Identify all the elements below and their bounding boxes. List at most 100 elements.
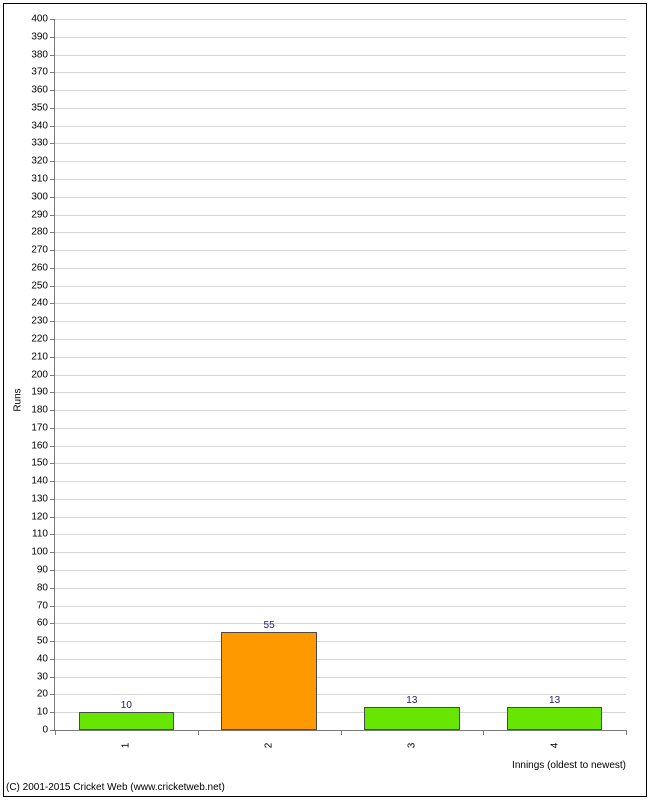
gridline — [55, 463, 626, 464]
y-tick-label: 340 — [31, 120, 48, 131]
gridline — [55, 303, 626, 304]
y-tick-label: 170 — [31, 422, 48, 433]
y-axis-title: Runs — [13, 388, 24, 411]
y-tick-label: 300 — [31, 191, 48, 202]
bar-value-label: 55 — [264, 620, 275, 631]
y-tick-label: 100 — [31, 547, 48, 558]
y-tick — [50, 659, 55, 660]
y-tick — [50, 268, 55, 269]
y-tick — [50, 410, 55, 411]
y-tick — [50, 357, 55, 358]
y-tick-label: 220 — [31, 333, 48, 344]
y-tick-label: 310 — [31, 173, 48, 184]
y-tick-label: 120 — [31, 511, 48, 522]
y-tick-label: 360 — [31, 85, 48, 96]
y-tick — [50, 534, 55, 535]
gridline — [55, 641, 626, 642]
gridline — [55, 517, 626, 518]
gridline — [55, 197, 626, 198]
x-tick — [626, 730, 627, 735]
gridline — [55, 623, 626, 624]
y-tick — [50, 232, 55, 233]
gridline — [55, 606, 626, 607]
bar: 13 — [364, 707, 460, 730]
y-tick — [50, 215, 55, 216]
y-tick-label: 370 — [31, 67, 48, 78]
gridline — [55, 268, 626, 269]
bar-value-label: 10 — [121, 700, 132, 711]
bar: 10 — [79, 712, 175, 730]
gridline — [55, 534, 626, 535]
y-tick-label: 250 — [31, 280, 48, 291]
copyright-text: (C) 2001-2015 Cricket Web (www.cricketwe… — [6, 782, 225, 793]
y-tick — [50, 72, 55, 73]
y-tick — [50, 179, 55, 180]
x-tick-label: 3 — [406, 743, 417, 749]
gridline — [55, 677, 626, 678]
y-tick — [50, 517, 55, 518]
gridline — [55, 357, 626, 358]
gridline — [55, 90, 626, 91]
y-tick — [50, 446, 55, 447]
y-tick — [50, 19, 55, 20]
gridline — [55, 143, 626, 144]
y-tick — [50, 90, 55, 91]
gridline — [55, 392, 626, 393]
bar: 13 — [507, 707, 603, 730]
y-tick — [50, 143, 55, 144]
plot-area: 0102030405060708090100110120130140150160… — [54, 19, 626, 731]
y-tick — [50, 428, 55, 429]
gridline — [55, 321, 626, 322]
gridline — [55, 232, 626, 233]
x-tick-label: 4 — [549, 743, 560, 749]
y-tick — [50, 694, 55, 695]
y-tick — [50, 161, 55, 162]
y-tick — [50, 712, 55, 713]
y-tick — [50, 108, 55, 109]
gridline — [55, 694, 626, 695]
y-tick — [50, 588, 55, 589]
gridline — [55, 659, 626, 660]
y-tick — [50, 126, 55, 127]
y-tick-label: 60 — [37, 618, 48, 629]
y-tick — [50, 286, 55, 287]
y-tick — [50, 570, 55, 571]
gridline — [55, 108, 626, 109]
y-tick-label: 390 — [31, 31, 48, 42]
y-tick-label: 110 — [32, 529, 48, 540]
gridline — [55, 215, 626, 216]
gridline — [55, 126, 626, 127]
y-tick — [50, 552, 55, 553]
y-tick — [50, 375, 55, 376]
gridline — [55, 161, 626, 162]
y-tick — [50, 339, 55, 340]
y-tick — [50, 321, 55, 322]
x-tick-label: 1 — [121, 743, 132, 749]
y-tick-label: 330 — [31, 138, 48, 149]
x-tick — [198, 730, 199, 735]
y-tick-label: 190 — [31, 387, 48, 398]
y-tick-label: 290 — [31, 209, 48, 220]
y-tick-label: 210 — [31, 351, 48, 362]
y-tick-label: 40 — [37, 653, 48, 664]
bar-value-label: 13 — [549, 695, 560, 706]
y-tick — [50, 677, 55, 678]
gridline — [55, 250, 626, 251]
gridline — [55, 339, 626, 340]
y-tick — [50, 623, 55, 624]
chart-frame: 0102030405060708090100110120130140150160… — [3, 3, 647, 797]
y-tick-label: 400 — [31, 14, 48, 25]
gridline — [55, 570, 626, 571]
y-tick — [50, 641, 55, 642]
x-axis-title: Innings (oldest to newest) — [512, 760, 626, 771]
gridline — [55, 179, 626, 180]
y-tick — [50, 250, 55, 251]
gridline — [55, 72, 626, 73]
x-tick — [341, 730, 342, 735]
y-tick-label: 80 — [37, 582, 48, 593]
y-tick — [50, 606, 55, 607]
y-tick-label: 380 — [31, 49, 48, 60]
gridline — [55, 55, 626, 56]
y-tick-label: 20 — [37, 689, 48, 700]
y-tick-label: 150 — [31, 458, 48, 469]
